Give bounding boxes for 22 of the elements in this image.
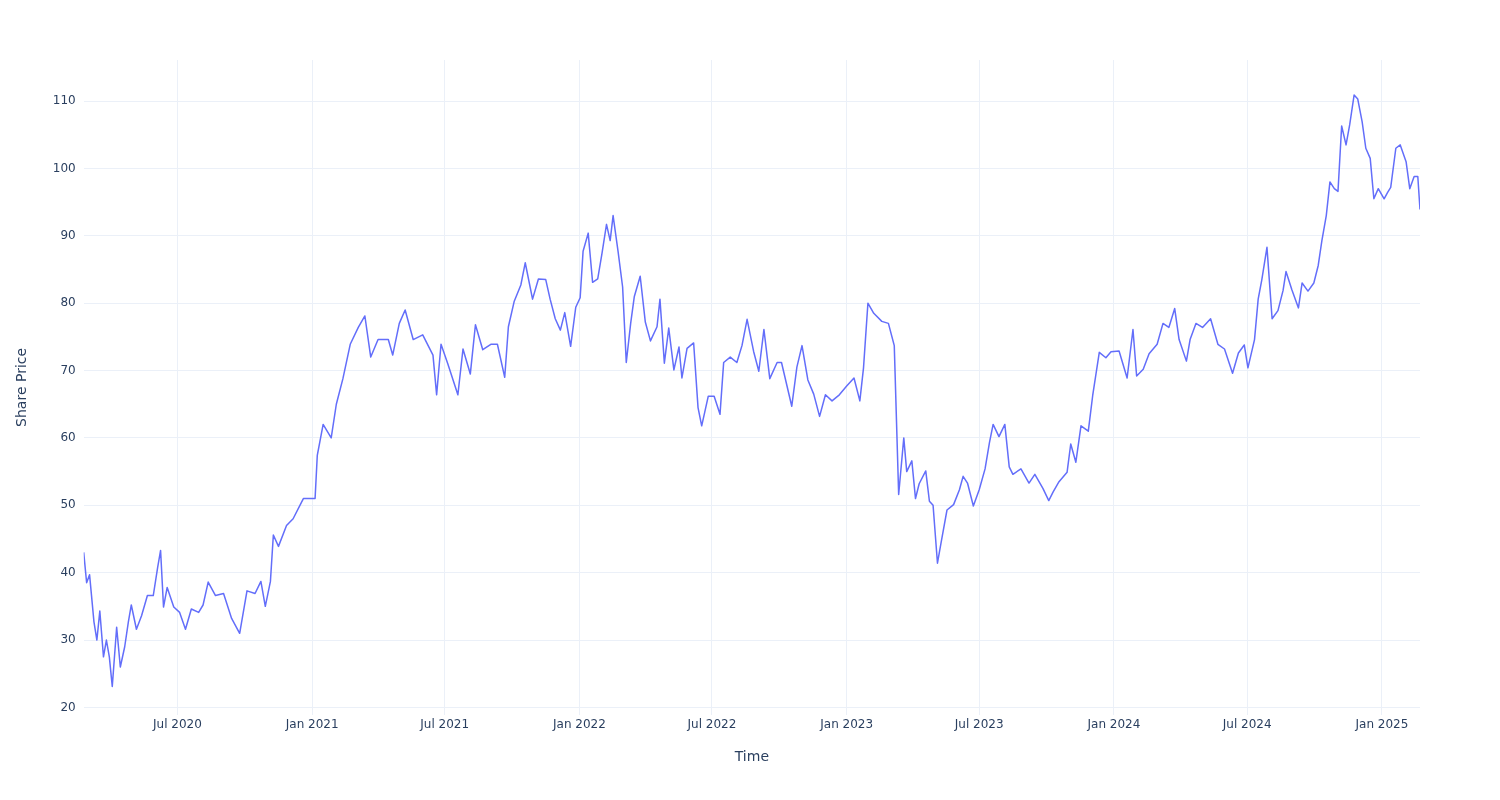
y-tick-label: 60 <box>60 430 76 445</box>
y-tick-label: 40 <box>60 564 76 579</box>
y-tick-label: 110 <box>52 93 76 108</box>
x-tick-label: Jul 2022 <box>686 717 737 732</box>
x-tick-label: Jan 2024 <box>1086 717 1141 732</box>
x-tick-label: Jan 2021 <box>284 717 339 732</box>
y-axis-title: Share Price <box>13 347 30 427</box>
x-tick-label: Jul 2024 <box>1221 717 1272 732</box>
y-tick-label: 80 <box>60 295 76 310</box>
x-tick-label: Jan 2022 <box>551 717 606 732</box>
x-tick-label: Jan 2023 <box>819 717 874 732</box>
x-tick-label: Jul 2020 <box>152 717 202 732</box>
x-tick-label: Jul 2023 <box>953 717 1004 732</box>
y-tick-label: 70 <box>60 362 76 377</box>
y-tick-label: 90 <box>60 227 76 242</box>
x-tick-label: Jan 2025 <box>1354 717 1409 732</box>
x-tick-label: Jul 2021 <box>419 717 470 732</box>
y-tick-label: 50 <box>60 497 76 512</box>
y-tick-label: 30 <box>60 632 76 647</box>
y-tick-label: 20 <box>60 699 76 714</box>
x-axis-title: Time <box>733 748 769 765</box>
y-tick-label: 100 <box>52 160 76 175</box>
